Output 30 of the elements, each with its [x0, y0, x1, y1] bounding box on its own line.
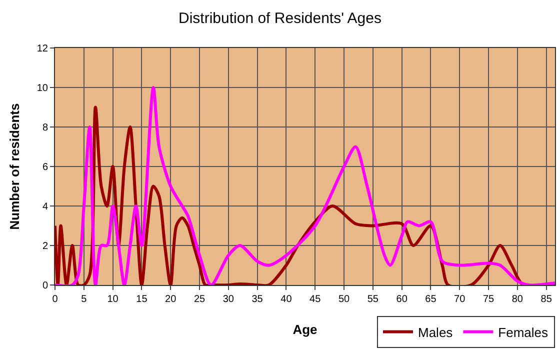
y-tick-label: 6: [42, 162, 48, 173]
chart-title: Distribution of Residents' Ages: [178, 10, 382, 27]
x-tick-label: 85: [540, 294, 552, 305]
x-tick-label: 65: [425, 294, 437, 305]
x-tick-label: 80: [512, 294, 524, 305]
x-tick-label: 55: [367, 294, 379, 305]
x-tick-label: 10: [107, 294, 119, 305]
x-tick-label: 35: [252, 294, 264, 305]
legend-label: Females: [498, 324, 549, 340]
y-tick-label: 4: [42, 202, 48, 212]
x-tick-label: 45: [310, 294, 322, 305]
x-tick-label: 50: [338, 294, 350, 305]
x-tick-label: 60: [396, 294, 408, 305]
x-tick-label: 70: [454, 294, 466, 305]
x-axis-title: Age: [292, 322, 318, 337]
x-tick-label: 40: [280, 294, 292, 305]
y-tick-label: 10: [36, 83, 48, 94]
x-tick-label: 30: [222, 294, 234, 305]
x-tick-label: 75: [482, 294, 495, 305]
y-tick-label: 8: [42, 122, 48, 134]
x-tick-label: 20: [165, 294, 177, 305]
x-tick-label: 0: [52, 294, 58, 305]
y-axis-title: Number of residents: [7, 103, 22, 230]
x-tick-label: 15: [136, 294, 148, 305]
x-tick-label: 25: [194, 294, 206, 305]
x-tick-label: 5: [81, 294, 88, 305]
y-tick-label: 2: [42, 241, 48, 252]
legend-label: Males: [418, 324, 454, 340]
y-tick-label: 12: [36, 44, 48, 54]
y-tick-label: 0: [42, 280, 48, 292]
